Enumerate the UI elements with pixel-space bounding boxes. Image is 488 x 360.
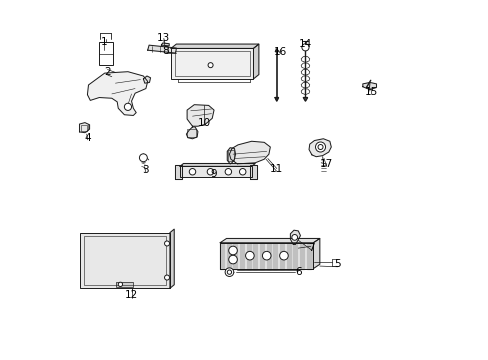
Polygon shape xyxy=(280,243,284,269)
Bar xyxy=(220,243,313,269)
Circle shape xyxy=(224,268,233,276)
Polygon shape xyxy=(87,72,147,116)
Polygon shape xyxy=(362,82,376,90)
Polygon shape xyxy=(313,238,319,269)
Text: 4: 4 xyxy=(84,133,91,143)
Bar xyxy=(116,282,133,287)
Circle shape xyxy=(262,251,270,260)
Bar xyxy=(80,233,169,288)
Text: 14: 14 xyxy=(298,39,311,49)
Polygon shape xyxy=(266,243,270,269)
Bar xyxy=(174,51,249,76)
Polygon shape xyxy=(240,243,244,269)
Polygon shape xyxy=(249,165,257,179)
Polygon shape xyxy=(246,243,250,269)
Circle shape xyxy=(317,144,323,149)
Bar xyxy=(81,125,87,131)
Circle shape xyxy=(301,44,308,51)
Polygon shape xyxy=(273,243,277,269)
Polygon shape xyxy=(275,49,278,51)
Text: 13: 13 xyxy=(157,33,170,43)
Bar xyxy=(220,243,313,269)
Text: 2: 2 xyxy=(104,67,111,77)
Text: 3: 3 xyxy=(142,165,149,175)
Circle shape xyxy=(228,255,237,264)
Polygon shape xyxy=(187,105,214,126)
Bar xyxy=(171,48,253,79)
Polygon shape xyxy=(227,148,235,164)
Polygon shape xyxy=(171,44,258,48)
Bar xyxy=(180,166,251,177)
Circle shape xyxy=(315,142,325,152)
Bar xyxy=(171,48,253,79)
Polygon shape xyxy=(147,45,176,53)
Circle shape xyxy=(224,168,231,175)
Polygon shape xyxy=(143,76,150,83)
Polygon shape xyxy=(169,229,174,288)
Text: 1: 1 xyxy=(101,37,107,47)
Circle shape xyxy=(118,282,122,287)
Circle shape xyxy=(164,241,169,246)
Circle shape xyxy=(279,251,287,260)
Text: 11: 11 xyxy=(269,164,283,174)
Text: 16: 16 xyxy=(273,46,286,57)
Bar xyxy=(99,42,112,65)
Polygon shape xyxy=(303,98,307,101)
Polygon shape xyxy=(186,127,198,139)
Polygon shape xyxy=(233,243,237,269)
Circle shape xyxy=(239,168,245,175)
Circle shape xyxy=(124,103,131,111)
Text: 7: 7 xyxy=(308,243,315,253)
Bar xyxy=(116,282,133,287)
Polygon shape xyxy=(308,139,330,157)
Polygon shape xyxy=(286,243,290,269)
Polygon shape xyxy=(253,44,258,79)
Polygon shape xyxy=(260,243,264,269)
Polygon shape xyxy=(306,243,310,269)
Text: 5: 5 xyxy=(334,259,340,269)
Circle shape xyxy=(245,251,254,260)
Polygon shape xyxy=(300,243,304,269)
Bar xyxy=(220,243,313,269)
Bar xyxy=(99,42,112,65)
Bar xyxy=(83,236,166,285)
Polygon shape xyxy=(274,98,278,101)
Polygon shape xyxy=(290,230,300,244)
Circle shape xyxy=(228,246,237,255)
Circle shape xyxy=(227,270,231,274)
Bar xyxy=(187,129,196,137)
Text: 9: 9 xyxy=(210,168,217,179)
Text: 17: 17 xyxy=(319,159,332,169)
Circle shape xyxy=(139,154,147,162)
Circle shape xyxy=(189,168,195,175)
Polygon shape xyxy=(220,243,224,269)
Polygon shape xyxy=(229,141,270,164)
Polygon shape xyxy=(293,243,297,269)
Text: 6: 6 xyxy=(295,267,302,277)
Circle shape xyxy=(207,63,213,68)
Polygon shape xyxy=(226,243,230,269)
Text: 10: 10 xyxy=(197,118,210,128)
Bar xyxy=(227,150,234,161)
Polygon shape xyxy=(174,165,182,179)
Circle shape xyxy=(164,275,169,280)
Circle shape xyxy=(207,168,213,175)
Polygon shape xyxy=(220,238,319,243)
Polygon shape xyxy=(161,43,169,46)
Polygon shape xyxy=(80,123,89,133)
Polygon shape xyxy=(253,243,257,269)
Text: 12: 12 xyxy=(124,291,138,301)
Polygon shape xyxy=(180,163,255,166)
Circle shape xyxy=(291,234,297,240)
Bar xyxy=(80,233,169,288)
Bar xyxy=(180,166,251,177)
Text: 8: 8 xyxy=(162,46,168,56)
Text: 15: 15 xyxy=(365,87,378,97)
